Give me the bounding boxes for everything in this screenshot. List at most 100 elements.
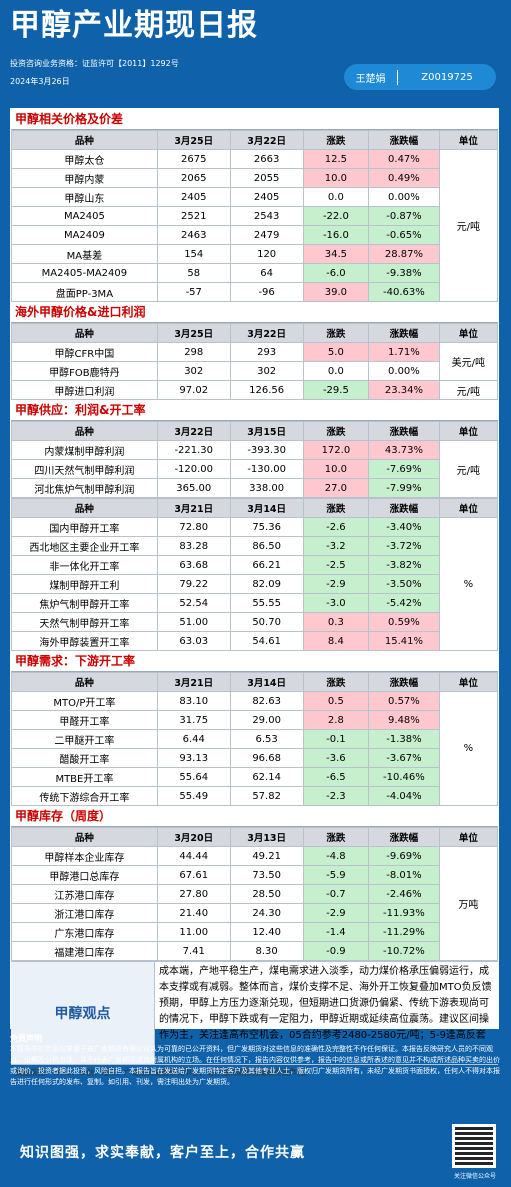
change-pct-cell: 23.34%	[368, 380, 440, 400]
value-cell: 11.00	[156, 922, 231, 942]
change-cell: 27.0	[302, 478, 370, 498]
item-name: 浙江港口库存	[11, 903, 158, 923]
value-cell: 49.21	[229, 846, 304, 866]
value-cell: 27.80	[156, 884, 231, 904]
change-pct-cell: -7.99%	[368, 478, 440, 498]
change-pct-cell: -0.65%	[368, 225, 440, 245]
value-cell: 31.75	[156, 710, 231, 730]
unit-cell: 元/吨	[438, 440, 499, 498]
item-name: 煤制甲醇开工利	[11, 574, 158, 594]
column-header: 3月14日	[229, 672, 304, 692]
value-cell: 55.64	[156, 767, 231, 787]
column-header: 品种	[11, 498, 158, 518]
value-cell: 75.36	[229, 517, 304, 537]
value-cell: 2405	[156, 187, 231, 207]
value-cell: 82.63	[229, 691, 304, 711]
change-cell: 10.0	[302, 459, 370, 479]
change-pct-cell: -3.72%	[368, 536, 440, 556]
unit-cell: %	[438, 691, 499, 806]
value-cell: 2521	[156, 206, 231, 226]
change-cell: 12.5	[302, 149, 370, 169]
column-header: 单位	[438, 323, 499, 343]
change-cell: -3.0	[302, 593, 370, 613]
item-name: 广东港口库存	[11, 922, 158, 942]
change-cell: -29.5	[302, 380, 370, 400]
value-cell: -221.30	[156, 440, 231, 460]
value-cell: 55.49	[156, 786, 231, 806]
change-cell: -2.5	[302, 555, 370, 575]
change-pct-cell: -5.42%	[368, 593, 440, 613]
table-header-row: 品种 3月25日 3月22日 涨跌 涨跌幅 单位	[11, 323, 499, 343]
table-row: 非一体化开工率 63.68 66.21 -2.5 -3.82%	[11, 555, 498, 575]
item-name: 甲醇山东	[11, 187, 158, 207]
change-pct-cell: -8.01%	[368, 865, 440, 885]
item-name: 甲醛开工率	[11, 710, 158, 730]
value-cell: 66.21	[229, 555, 304, 575]
value-cell: 97.02	[156, 380, 231, 400]
change-pct-cell: 28.87%	[368, 244, 440, 264]
change-cell: 34.5	[302, 244, 370, 264]
value-cell: 2405	[229, 187, 304, 207]
value-cell: 73.50	[229, 865, 304, 885]
table-row: 甲醇太仓 2675 2663 12.5 0.47% 元/吨	[11, 149, 499, 302]
value-cell: 12.40	[229, 922, 304, 942]
change-pct-cell: -11.93%	[368, 903, 440, 923]
price-table: 品种 3月21日 3月14日 涨跌 涨跌幅 单位 国内甲醇开工率 72.80 75.36 -2.6…	[11, 498, 499, 651]
item-name: 西北地区主要企业开工率	[11, 536, 158, 556]
column-header: 品种	[11, 421, 158, 441]
change-cell: 10.0	[302, 168, 370, 188]
change-pct-cell: -9.69%	[368, 846, 440, 866]
methanol-view: 甲醇观点 成本端，产地平稳生产，煤电需求进入淡季，动力煤价格承压偏弱运行，成本支…	[11, 961, 498, 1064]
table-row: 甲醇样本企业库存 44.44 49.21 -4.8 -9.69% 万吨	[11, 846, 499, 961]
value-cell: 293	[229, 342, 304, 362]
value-cell: 6.44	[156, 729, 231, 749]
change-pct-cell: -2.46%	[368, 884, 440, 904]
unit-cell: 美元/吨	[438, 342, 499, 381]
value-cell: 86.50	[229, 536, 304, 556]
item-name: MA2405-MA2409	[11, 263, 158, 283]
change-cell: -4.8	[302, 846, 370, 866]
section-title: 甲醇相关价格及价差	[11, 109, 498, 130]
item-name: 甲醇港口总库存	[11, 865, 158, 885]
value-cell: 64	[229, 263, 304, 283]
value-cell: 58	[156, 263, 231, 283]
value-cell: 2055	[229, 168, 304, 188]
value-cell: -57	[156, 282, 231, 302]
item-name: MTBE开工率	[11, 767, 158, 787]
column-header: 涨跌幅	[368, 421, 440, 441]
item-name: 非一体化开工率	[11, 555, 158, 575]
change-pct-cell: 0.00%	[368, 361, 440, 381]
table-row: 四川天然气制甲醇利润 -120.00 -130.00 10.0 -7.69%	[11, 459, 498, 479]
unit-cell: 元/吨	[438, 380, 499, 400]
value-cell: 154	[156, 244, 231, 264]
table-row: 甲醇内蒙 2065 2055 10.0 0.49%	[11, 168, 498, 188]
item-name: 四川天然气制甲醇利润	[11, 459, 158, 479]
change-pct-cell: 0.47%	[368, 149, 440, 169]
column-header: 3月13日	[229, 827, 304, 847]
value-cell: 57.82	[229, 786, 304, 806]
value-cell: 44.44	[156, 846, 231, 866]
report-header: 甲醇产业期现日报 投资咨询业务资格：证监许可【2011】1292号 2024年3…	[0, 0, 511, 104]
change-cell: -0.9	[302, 941, 370, 961]
change-pct-cell: 15.41%	[368, 631, 440, 651]
table-row: 煤制甲醇开工利 79.22 82.09 -2.9 -3.50%	[11, 574, 498, 594]
value-cell: 54.61	[229, 631, 304, 651]
column-header: 涨跌幅	[368, 827, 440, 847]
value-cell: 52.54	[156, 593, 231, 613]
qr-code[interactable]	[452, 1124, 496, 1168]
price-table: 品种 3月25日 3月22日 涨跌 涨跌幅 单位 甲醇CFR中国 298 293 5.0 1.71%…	[11, 323, 499, 400]
change-cell: -5.9	[302, 865, 370, 885]
column-header: 品种	[11, 672, 158, 692]
item-name: 甲醇内蒙	[11, 168, 158, 188]
price-table: 品种 3月20日 3月13日 涨跌 涨跌幅 单位 甲醇样本企业库存 44.44 49.21 -4.…	[11, 827, 499, 961]
change-cell: -3.6	[302, 748, 370, 768]
item-name: MA2409	[11, 225, 158, 245]
change-pct-cell: -9.38%	[368, 263, 440, 283]
item-name: 甲醇太仓	[11, 149, 158, 169]
table-row: MA基差 154 120 34.5 28.87%	[11, 244, 498, 264]
item-name: 甲醇进口利润	[11, 380, 158, 400]
table-row: 西北地区主要企业开工率 83.28 86.50 -3.2 -3.72%	[11, 536, 498, 556]
item-name: 甲醇FOB鹿特丹	[11, 361, 158, 381]
view-label: 甲醇观点	[11, 962, 155, 1064]
report-body: 甲醇相关价格及价差 品种 3月25日 3月22日 涨跌 涨跌幅 单位 甲醇太仓 2675 2663…	[10, 108, 499, 1077]
